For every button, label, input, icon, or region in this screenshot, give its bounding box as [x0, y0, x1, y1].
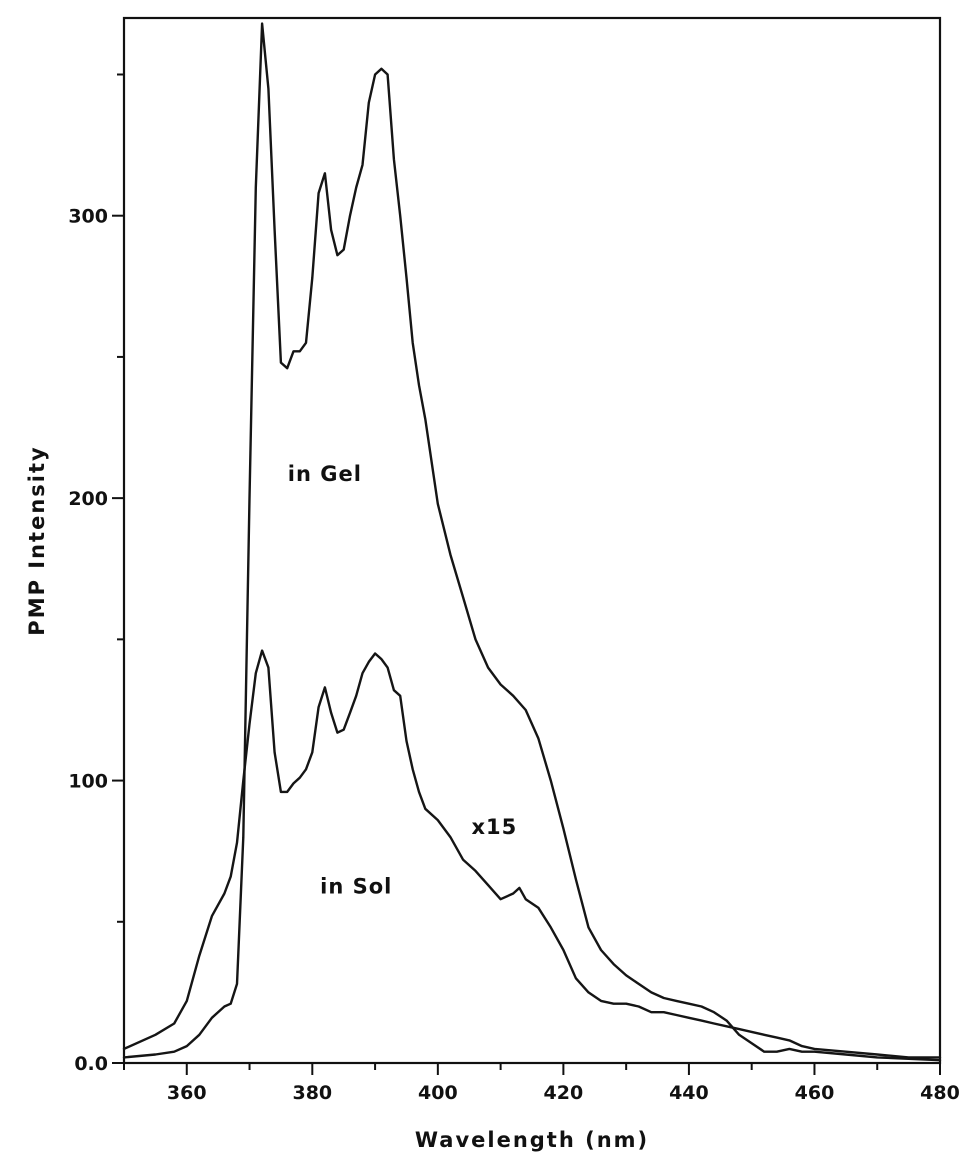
x-tick-label: 440: [669, 1082, 709, 1104]
x-tick-label: 380: [292, 1082, 332, 1104]
labels: 360 380 400 420 440 460 480 0.0 100 200 300 Wavelen…: [25, 206, 960, 1152]
annotation-label: in Gel: [288, 462, 362, 486]
x-tick-label: 420: [544, 1082, 584, 1104]
x-axis-title: Wavelength (nm): [415, 1128, 649, 1152]
annotation-label: x15: [471, 815, 517, 839]
y-axis-title: PMP Intensity: [25, 445, 49, 635]
series-line-1: [122, 22, 942, 1062]
y-tick-label: 0.0: [74, 1053, 108, 1075]
series-lines: [122, 22, 942, 1062]
series-line-2: [122, 649, 942, 1059]
y-tick-label: 200: [68, 488, 108, 510]
x-tick-label: 480: [920, 1082, 960, 1104]
x-tick-label: 360: [167, 1082, 207, 1104]
x-tick-label: 460: [795, 1082, 835, 1104]
y-tick-label: 100: [68, 771, 108, 793]
annotation-label: in Sol: [320, 875, 392, 899]
x-tick-label: 400: [418, 1082, 458, 1104]
plot-frame: [122, 16, 942, 1065]
axes: [112, 16, 942, 1075]
y-tick-label: 300: [68, 206, 108, 228]
